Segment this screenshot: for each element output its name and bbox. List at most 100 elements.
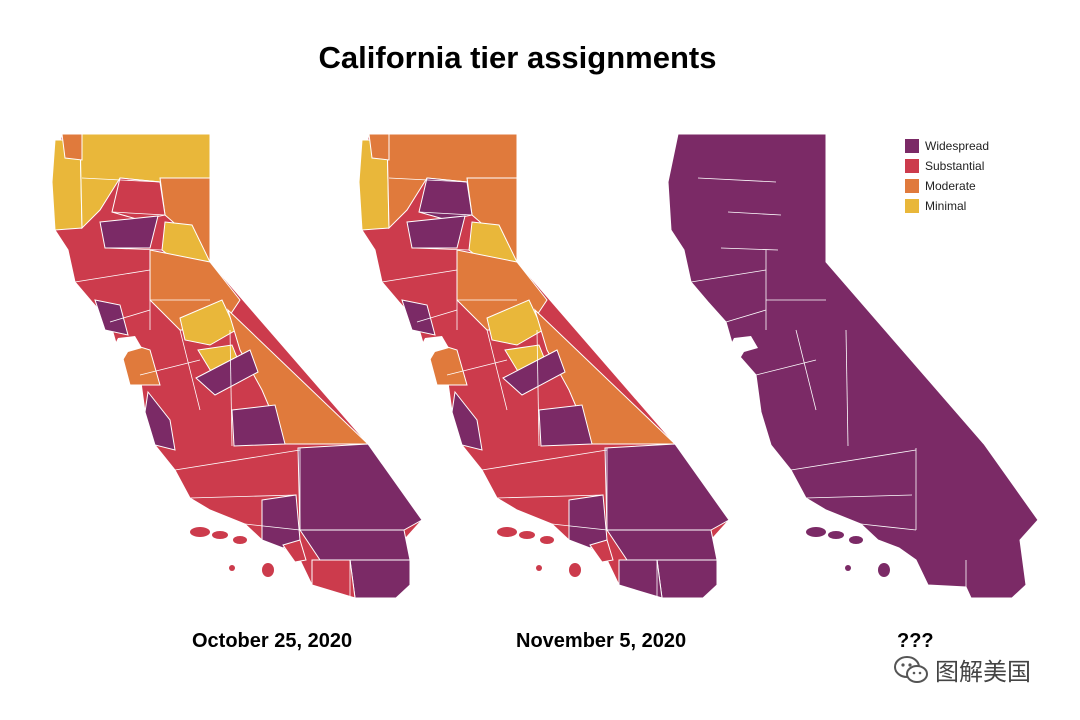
county-region [368,133,390,161]
county-region [568,494,608,549]
legend-item-widespread: Widespread [905,136,989,156]
island [806,527,826,537]
county-border [109,309,151,323]
county-region [406,215,466,249]
county-border [536,329,540,447]
legend: Widespread Substantial Moderate Minimal [905,136,989,216]
county-border [790,449,917,471]
island [190,527,210,537]
legend-swatch-moderate [905,179,919,193]
county-region [99,215,159,249]
island [233,536,247,544]
island [497,527,517,537]
county-border [416,309,458,323]
county-region [299,529,411,561]
county-region [61,133,83,161]
county-region [604,443,730,531]
bay-inlet [419,336,449,362]
county-border [446,359,508,376]
county-border [725,309,767,323]
county-border [486,329,508,411]
county-border [755,359,817,376]
island [519,531,535,539]
county-border [81,177,161,183]
page-title: California tier assignments [318,40,717,75]
county-region [486,299,544,346]
legend-label: Minimal [925,199,967,213]
island [540,536,554,544]
county-region [195,349,259,396]
county-region [231,404,286,447]
county-border [860,523,917,531]
legend-swatch-substantial [905,159,919,173]
county-border [690,269,767,283]
county-region [589,539,614,563]
legend-swatch-minimal [905,199,919,213]
state-map-3 [667,133,1039,599]
county-border [74,269,151,283]
county-border [381,269,458,283]
county-border [481,449,608,471]
county-region [144,390,176,451]
county-border [411,247,470,251]
county-border [174,449,301,471]
county-border [845,329,849,447]
watermark-text: 图解美国 [935,658,1031,686]
legend-label: Moderate [925,179,976,193]
county-border [244,523,301,531]
island [878,563,890,577]
county-region [502,349,566,396]
county-border [727,211,782,216]
county-region [297,443,423,531]
county-region [401,299,436,336]
county-border [805,494,913,499]
county-region [606,529,718,561]
county-region [349,559,411,599]
county-region [538,404,593,447]
county-border [388,177,468,183]
county-border [179,329,201,411]
bay-inlet [728,336,758,362]
legend-label: Widespread [925,139,990,153]
county-border [104,247,163,251]
county-region [94,299,129,336]
county-region [618,559,663,599]
county-border [418,211,473,216]
legend-item-moderate: Moderate [905,176,989,196]
state-map-1 [51,133,423,599]
wechat-icon [894,655,928,683]
county-border [496,494,604,499]
county-region [311,559,356,599]
watermark: 图解美国 [893,652,1031,687]
county-border [795,329,817,411]
legend-label: Substantial [925,159,985,173]
county-border [139,359,201,376]
legend-item-minimal: Minimal [905,196,989,216]
legend-item-substantial: Substantial [905,156,989,176]
county-region [261,494,301,549]
island [845,565,851,571]
island [262,563,274,577]
island [828,531,844,539]
county-border [551,523,608,531]
county-border [229,329,233,447]
county-region [656,559,718,599]
county-region [179,299,237,346]
county-border [720,247,779,251]
county-border [189,494,297,499]
map-caption-november: November 5, 2020 [516,630,687,652]
bay-inlet [112,336,142,362]
island [536,565,542,571]
map-caption-october: October 25, 2020 [192,630,353,652]
legend-swatch-widespread [905,139,919,153]
state-map-2 [358,133,730,599]
island [569,563,581,577]
island [229,565,235,571]
county-border [111,211,166,216]
island [849,536,863,544]
map-caption-unknown: ??? [897,630,934,652]
island [212,531,228,539]
county-region [282,539,307,563]
county-border [697,177,777,183]
